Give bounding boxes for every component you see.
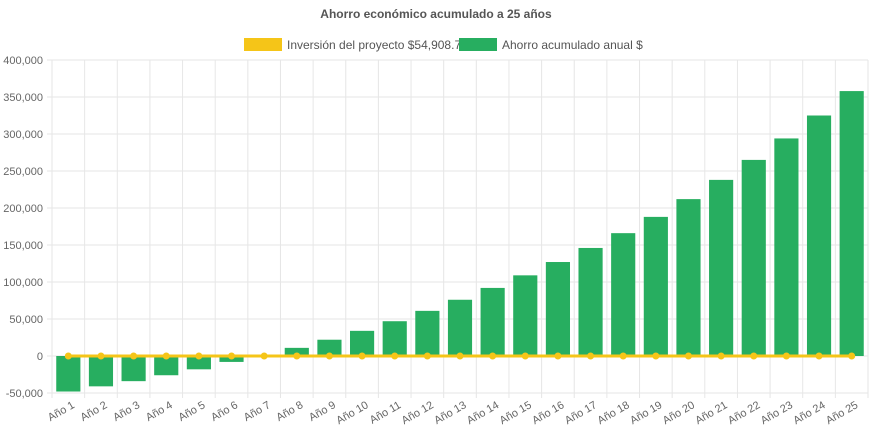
bar	[513, 275, 538, 356]
investment-point	[195, 352, 203, 360]
y-tick-label: 250,000	[3, 166, 43, 178]
investment-point	[97, 352, 105, 360]
investment-point	[358, 352, 366, 360]
investment-point	[521, 352, 529, 360]
x-tick-label: Año 2	[79, 399, 110, 424]
legend-label-line-series: Inversión del proyecto $54,908.71	[287, 38, 468, 52]
y-tick-label: 300,000	[3, 129, 43, 141]
bar	[839, 91, 864, 356]
investment-point	[848, 352, 856, 360]
x-tick-label: Año 19	[628, 399, 664, 427]
bar	[545, 262, 570, 356]
investment-point	[260, 352, 268, 360]
legend-label-bar-series: Ahorro acumulado anual $	[502, 38, 643, 52]
bar	[709, 179, 734, 356]
legend-swatch-line-series	[244, 38, 282, 51]
bar	[741, 159, 766, 356]
investment-point	[293, 352, 301, 360]
x-tick-label: Año 5	[176, 399, 207, 424]
x-tick-label: Año 3	[111, 399, 142, 424]
x-tick-label: Año 22	[726, 399, 762, 427]
y-tick-label: 0	[37, 351, 43, 363]
y-tick-label: 150,000	[3, 240, 43, 252]
x-tick-label: Año 17	[563, 399, 599, 427]
y-tick-label: -50,000	[6, 388, 43, 400]
investment-point	[782, 352, 790, 360]
x-tick-label: Año 1	[46, 399, 77, 424]
bar	[578, 247, 603, 356]
x-tick-label: Año 13	[432, 399, 468, 427]
bar	[415, 310, 440, 356]
bar	[447, 299, 473, 356]
x-tick-label: Año 20	[661, 399, 697, 427]
y-tick-label: 400,000	[3, 55, 43, 67]
bar	[774, 138, 799, 356]
bars	[56, 91, 864, 392]
legend-swatch-bar-series	[459, 38, 497, 51]
investment-point	[619, 352, 627, 360]
bar	[121, 356, 146, 382]
gridlines	[47, 59, 869, 398]
y-tick-label: 100,000	[3, 277, 43, 289]
bar	[480, 287, 505, 356]
investment-point	[684, 352, 692, 360]
bar	[676, 199, 701, 356]
bar	[382, 321, 407, 356]
x-tick-label: Año 12	[400, 399, 436, 427]
investment-point	[228, 352, 236, 360]
x-tick-label: Año 8	[274, 399, 305, 424]
investment-point	[489, 352, 497, 360]
investment-point	[815, 352, 823, 360]
x-tick-label: Año 18	[595, 399, 631, 427]
x-tick-label: Año 24	[791, 399, 827, 427]
bar	[350, 330, 375, 356]
bar	[284, 347, 309, 356]
bar	[611, 233, 636, 356]
investment-point	[750, 352, 758, 360]
investment-point	[587, 352, 595, 360]
investment-point	[456, 352, 464, 360]
investment-point	[652, 352, 660, 360]
bar	[88, 356, 114, 387]
x-tick-label: Año 25	[824, 399, 860, 427]
bar	[806, 115, 832, 356]
y-tick-label: 350,000	[3, 92, 43, 104]
x-tick-label: Año 11	[368, 399, 403, 426]
bar	[317, 339, 342, 356]
x-tick-label: Año 23	[759, 399, 795, 427]
legend: Inversión del proyecto $54,908.71 Ahorro…	[244, 38, 643, 52]
x-tick-label: Año 16	[530, 399, 566, 427]
investment-point	[391, 352, 399, 360]
x-axis: Año 1 Año 2 Año 3 Año 4 Año 5 Año 6 Año 7 Año 8…	[46, 399, 860, 427]
chart-title: Ahorro económico acumulado a 25 años	[320, 7, 552, 21]
investment-point	[554, 352, 562, 360]
x-tick-label: Año 4	[144, 399, 175, 424]
y-tick-label: 200,000	[3, 203, 43, 215]
bar	[643, 216, 668, 356]
y-axis: 400,000 350,000 300,000 250,000 200,000 150,0…	[3, 55, 43, 400]
x-tick-label: Año 14	[465, 399, 501, 427]
investment-point	[130, 352, 138, 360]
x-tick-label: Año 7	[242, 399, 273, 424]
investment-point	[717, 352, 725, 360]
bar	[56, 356, 81, 392]
y-tick-label: 50,000	[9, 314, 43, 326]
bar	[186, 356, 211, 370]
investment-point	[64, 352, 72, 360]
investment-point	[162, 352, 170, 360]
investment-point	[325, 352, 333, 360]
x-tick-label: Año 10	[334, 399, 370, 427]
bar	[154, 356, 179, 376]
investment-line	[64, 352, 856, 360]
x-tick-label: Año 6	[209, 399, 240, 424]
x-tick-label: Año 15	[498, 399, 534, 427]
x-tick-label: Año 9	[307, 399, 338, 424]
investment-point	[423, 352, 431, 360]
x-tick-label: Año 21	[693, 399, 729, 427]
